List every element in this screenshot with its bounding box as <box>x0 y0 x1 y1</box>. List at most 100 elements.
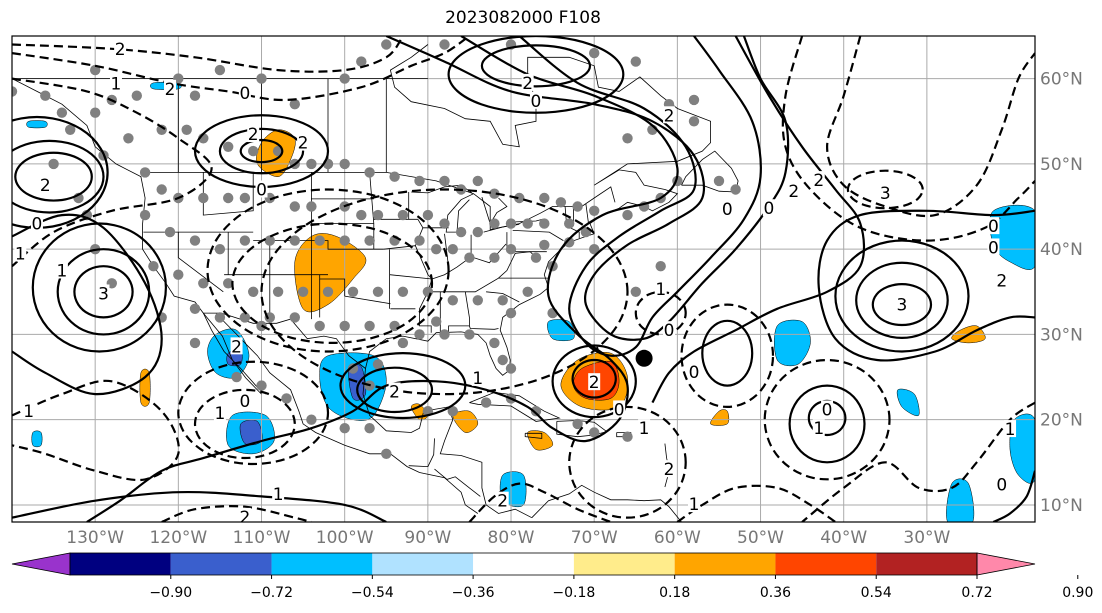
station-dot <box>131 90 142 101</box>
station-dot <box>248 286 259 297</box>
station-dot <box>223 278 234 289</box>
station-dot <box>622 431 633 442</box>
station-dot <box>464 329 475 340</box>
colorbar-segment <box>70 553 171 575</box>
colorbar-segment <box>271 553 373 575</box>
station-dot <box>364 320 375 332</box>
contour-label-bg <box>471 368 484 386</box>
station-dot <box>489 337 500 349</box>
station-dot <box>539 218 550 229</box>
lat-tick-label: 40°N <box>1040 240 1083 260</box>
station-dot <box>173 269 184 280</box>
contour-positive <box>12 115 109 229</box>
station-dot <box>214 64 226 76</box>
contour-label-bg <box>663 106 676 124</box>
station-dot <box>414 329 425 340</box>
contour-label-bg <box>39 176 52 194</box>
contour-label: 1 <box>655 280 666 300</box>
lat-tick-label: 10°N <box>1040 496 1083 516</box>
contour-label-bg <box>297 133 310 151</box>
station-dot <box>372 209 384 221</box>
station-dot <box>339 235 350 246</box>
station-dot <box>431 244 442 255</box>
contour-positive <box>571 358 617 399</box>
station-dot <box>65 124 76 135</box>
contour-label: 0 <box>239 392 250 412</box>
lon-tick-label: 40°W <box>820 528 867 548</box>
contour-negative <box>634 290 687 336</box>
station-dot <box>572 418 583 430</box>
contour-positive <box>701 319 754 387</box>
station-dot <box>347 363 359 374</box>
contour-label-bg <box>238 84 251 102</box>
contour-positive <box>807 399 847 437</box>
contour-label: 0 <box>996 475 1007 495</box>
station-dot <box>564 237 575 248</box>
coastline <box>434 468 481 497</box>
station-dot <box>223 141 234 152</box>
coastline <box>469 325 499 330</box>
station-dot <box>422 286 434 297</box>
station-dot <box>339 73 350 84</box>
colorbar-label: −0.72 <box>250 585 293 601</box>
contour-label-bg <box>97 284 110 302</box>
station-dot <box>231 371 242 383</box>
contour-positive <box>651 36 866 404</box>
contour-label: 2 <box>664 106 675 126</box>
contour-negative <box>680 303 775 408</box>
contour-negative <box>12 77 213 268</box>
colorbar-segment <box>775 553 877 575</box>
station-dot <box>256 73 267 84</box>
contour-label: 0 <box>763 199 774 219</box>
colorbar-label: −0.90 <box>149 585 192 601</box>
coastline <box>585 203 589 223</box>
anomaly-fill <box>26 120 48 129</box>
contour-label: 3 <box>897 296 908 316</box>
station-dot <box>306 158 317 170</box>
contour-positive <box>817 209 1035 362</box>
contour-label-bg <box>164 79 177 97</box>
contour-label: 2 <box>248 125 259 145</box>
contour-label-bg <box>521 73 534 91</box>
contour-label-bg <box>812 419 825 437</box>
contour-label: 0 <box>664 321 675 341</box>
contour-label: 2 <box>497 492 508 512</box>
contour-label: 0 <box>722 200 733 220</box>
contour-positive <box>73 265 134 319</box>
station-dot <box>289 99 300 110</box>
map-frame <box>11 35 1036 523</box>
station-dot <box>505 218 517 229</box>
station-dot <box>472 175 483 187</box>
station-dot <box>356 209 367 221</box>
station-dot <box>12 86 18 97</box>
contour-label: 0 <box>988 217 999 237</box>
contour-label: 2 <box>389 383 400 403</box>
lat-tick-label: 30°N <box>1040 325 1083 345</box>
station-dot <box>505 363 517 374</box>
station-dot <box>564 218 575 229</box>
station-dot <box>522 286 533 297</box>
station-dot <box>372 286 384 297</box>
station-dot <box>356 56 367 67</box>
station-dot <box>123 133 134 144</box>
lat-tick-label: 20°N <box>1040 411 1083 431</box>
station-dot <box>447 244 458 255</box>
coastline <box>445 193 474 233</box>
station-dot <box>164 226 176 238</box>
colorbar-label: 0.54 <box>861 585 892 601</box>
contour-positive <box>12 213 163 396</box>
station-dot <box>372 359 384 370</box>
lon-tick-label: 120°W <box>149 528 207 548</box>
contour-label-bg <box>529 91 542 109</box>
anomaly-fill <box>527 430 554 451</box>
coastline <box>365 44 711 376</box>
contour-label-bg <box>812 171 825 189</box>
station-dot <box>414 235 425 246</box>
contour-label: 2 <box>522 74 533 94</box>
contour-label: 1 <box>472 369 483 389</box>
station-dot <box>630 286 641 297</box>
coastline <box>515 218 543 223</box>
contour-positive <box>239 138 284 164</box>
contour-negative <box>206 188 450 353</box>
contour-label-bg <box>213 403 226 421</box>
